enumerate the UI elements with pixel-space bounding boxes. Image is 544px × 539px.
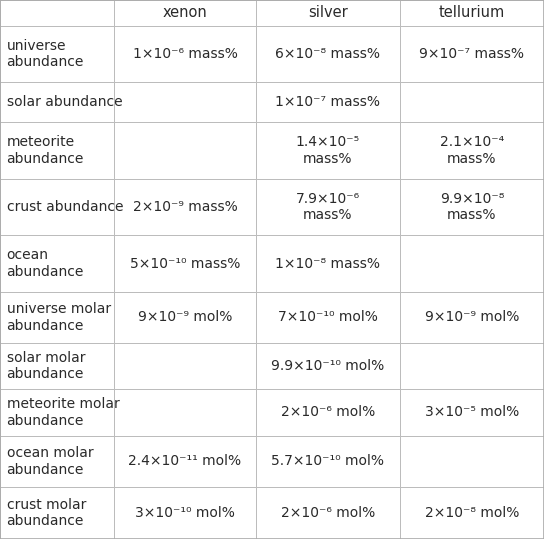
Text: 1.4×10⁻⁵
mass%: 1.4×10⁻⁵ mass% bbox=[296, 135, 360, 165]
Bar bbox=[400, 389, 544, 436]
Bar bbox=[256, 82, 400, 122]
Bar bbox=[114, 436, 256, 487]
Bar bbox=[114, 389, 256, 436]
Text: 2×10⁻⁹ mass%: 2×10⁻⁹ mass% bbox=[133, 200, 237, 214]
Bar bbox=[400, 343, 544, 389]
Text: universe molar
abundance: universe molar abundance bbox=[7, 302, 110, 333]
Bar bbox=[256, 343, 400, 389]
Bar bbox=[0, 292, 114, 343]
Bar bbox=[400, 487, 544, 539]
Text: solar molar
abundance: solar molar abundance bbox=[7, 351, 85, 381]
Text: ocean
abundance: ocean abundance bbox=[7, 248, 84, 279]
Text: 7.9×10⁻⁶
mass%: 7.9×10⁻⁶ mass% bbox=[296, 192, 360, 222]
Text: 5.7×10⁻¹⁰ mol%: 5.7×10⁻¹⁰ mol% bbox=[271, 454, 384, 468]
Bar bbox=[256, 487, 400, 539]
Bar bbox=[400, 122, 544, 179]
Bar bbox=[0, 343, 114, 389]
Text: crust abundance: crust abundance bbox=[7, 200, 123, 214]
Bar bbox=[256, 122, 400, 179]
Bar bbox=[114, 236, 256, 292]
Text: 2×10⁻⁶ mol%: 2×10⁻⁶ mol% bbox=[281, 506, 375, 520]
Bar bbox=[0, 179, 114, 236]
Text: 9.9×10⁻⁸
mass%: 9.9×10⁻⁸ mass% bbox=[440, 192, 504, 222]
Text: 9.9×10⁻¹⁰ mol%: 9.9×10⁻¹⁰ mol% bbox=[271, 359, 385, 373]
Bar bbox=[256, 0, 400, 26]
Bar bbox=[400, 292, 544, 343]
Text: 5×10⁻¹⁰ mass%: 5×10⁻¹⁰ mass% bbox=[130, 257, 240, 271]
Bar bbox=[114, 0, 256, 26]
Text: xenon: xenon bbox=[163, 5, 207, 20]
Text: 2×10⁻⁶ mol%: 2×10⁻⁶ mol% bbox=[281, 405, 375, 419]
Text: 1×10⁻⁶ mass%: 1×10⁻⁶ mass% bbox=[133, 47, 237, 61]
Text: meteorite molar
abundance: meteorite molar abundance bbox=[7, 397, 119, 427]
Bar bbox=[400, 82, 544, 122]
Bar bbox=[114, 292, 256, 343]
Text: 9×10⁻⁹ mol%: 9×10⁻⁹ mol% bbox=[138, 310, 232, 324]
Bar bbox=[400, 179, 544, 236]
Bar bbox=[400, 436, 544, 487]
Text: 7×10⁻¹⁰ mol%: 7×10⁻¹⁰ mol% bbox=[278, 310, 378, 324]
Bar bbox=[114, 26, 256, 82]
Text: 3×10⁻¹⁰ mol%: 3×10⁻¹⁰ mol% bbox=[135, 506, 235, 520]
Bar bbox=[0, 236, 114, 292]
Bar bbox=[256, 179, 400, 236]
Text: ocean molar
abundance: ocean molar abundance bbox=[7, 446, 93, 476]
Bar bbox=[256, 26, 400, 82]
Bar bbox=[114, 82, 256, 122]
Bar bbox=[0, 122, 114, 179]
Text: crust molar
abundance: crust molar abundance bbox=[7, 498, 86, 528]
Bar bbox=[114, 122, 256, 179]
Text: 9×10⁻⁹ mol%: 9×10⁻⁹ mol% bbox=[425, 310, 519, 324]
Bar bbox=[0, 487, 114, 539]
Text: 3×10⁻⁵ mol%: 3×10⁻⁵ mol% bbox=[425, 405, 519, 419]
Text: 2.1×10⁻⁴
mass%: 2.1×10⁻⁴ mass% bbox=[440, 135, 504, 165]
Bar bbox=[114, 487, 256, 539]
Bar bbox=[256, 292, 400, 343]
Bar bbox=[114, 179, 256, 236]
Bar bbox=[256, 389, 400, 436]
Bar bbox=[400, 236, 544, 292]
Bar bbox=[0, 26, 114, 82]
Text: solar abundance: solar abundance bbox=[7, 95, 122, 109]
Text: 9×10⁻⁷ mass%: 9×10⁻⁷ mass% bbox=[419, 47, 524, 61]
Bar bbox=[0, 436, 114, 487]
Bar bbox=[256, 236, 400, 292]
Bar bbox=[0, 389, 114, 436]
Text: 6×10⁻⁸ mass%: 6×10⁻⁸ mass% bbox=[275, 47, 380, 61]
Text: 2×10⁻⁸ mol%: 2×10⁻⁸ mol% bbox=[425, 506, 519, 520]
Bar bbox=[114, 343, 256, 389]
Text: 1×10⁻⁸ mass%: 1×10⁻⁸ mass% bbox=[275, 257, 380, 271]
Bar bbox=[400, 0, 544, 26]
Text: 1×10⁻⁷ mass%: 1×10⁻⁷ mass% bbox=[275, 95, 380, 109]
Text: meteorite
abundance: meteorite abundance bbox=[7, 135, 84, 165]
Text: 2.4×10⁻¹¹ mol%: 2.4×10⁻¹¹ mol% bbox=[128, 454, 242, 468]
Bar bbox=[0, 82, 114, 122]
Bar bbox=[400, 26, 544, 82]
Text: tellurium: tellurium bbox=[439, 5, 505, 20]
Text: universe
abundance: universe abundance bbox=[7, 39, 84, 69]
Bar bbox=[256, 436, 400, 487]
Bar bbox=[0, 0, 114, 26]
Text: silver: silver bbox=[308, 5, 348, 20]
